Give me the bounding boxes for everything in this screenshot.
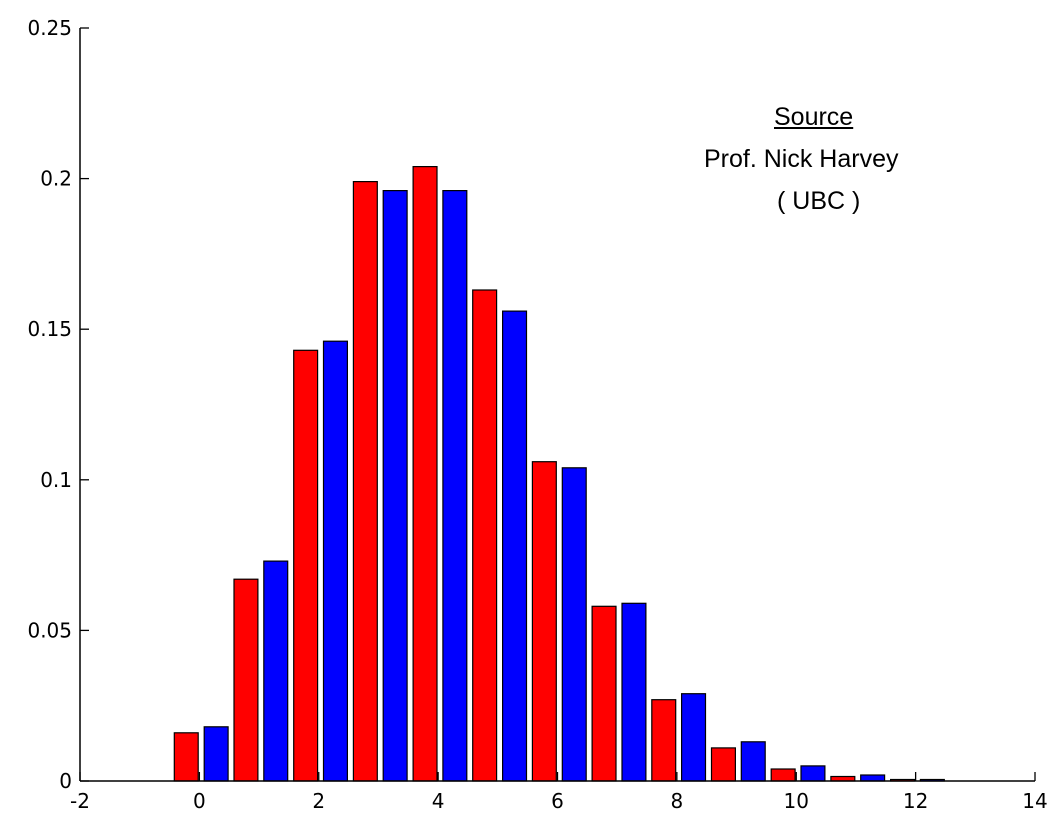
y-tick-label-0.1: 0.1 <box>40 468 72 492</box>
bar-series1-x8 <box>651 699 677 782</box>
x-tick-label-0: 0 <box>193 789 206 813</box>
bar-series2-x3 <box>382 190 408 782</box>
bar-series2-x10 <box>800 765 826 782</box>
bar-series1-x4 <box>412 166 438 782</box>
x-tick-label-14: 14 <box>1022 789 1047 813</box>
x-tick-label-10: 10 <box>784 789 809 813</box>
y-tick-label-0.25: 0.25 <box>27 16 72 40</box>
bar-series2-x6 <box>561 467 587 782</box>
x-tick-label-8: 8 <box>671 789 684 813</box>
bar-series1-x3 <box>352 181 378 782</box>
bar-series1-x7 <box>591 605 617 782</box>
y-tick-label-0: 0 <box>59 769 72 793</box>
bar-series1-x1 <box>233 578 259 782</box>
bar-series1-x0 <box>173 732 199 782</box>
bar-series1-x2 <box>293 349 319 782</box>
y-tick-label-0.2: 0.2 <box>40 167 72 191</box>
bar-series2-x5 <box>502 310 528 782</box>
bar-series2-x1 <box>263 560 289 782</box>
x-tick-label-12: 12 <box>903 789 928 813</box>
bar-series2-x8 <box>680 693 707 782</box>
bar-series2-x7 <box>621 602 647 782</box>
y-tick-label-0.05: 0.05 <box>27 618 72 642</box>
bar-series1-x10 <box>770 768 796 782</box>
bar-series1-x5 <box>472 289 498 782</box>
bar-series1-x9 <box>710 747 736 782</box>
bar-series2-x0 <box>203 726 229 782</box>
x-tick-label-6: 6 <box>551 789 564 813</box>
bars-group <box>173 166 945 782</box>
source-line-name: Prof. Nick Harvey <box>704 145 899 173</box>
bar-series1-x6 <box>531 461 557 782</box>
source-heading: Source <box>774 103 854 131</box>
x-tick-label--2: -2 <box>70 789 90 813</box>
x-tick-label-2: 2 <box>312 789 325 813</box>
x-tick-label-4: 4 <box>432 789 445 813</box>
bar-series2-x9 <box>740 741 766 782</box>
axes-group <box>79 27 1036 782</box>
source-line-affiliation: ( UBC ) <box>777 187 861 215</box>
bar-series2-x4 <box>442 190 468 782</box>
bar-series2-x11 <box>860 774 886 782</box>
y-tick-label-0.15: 0.15 <box>27 317 72 341</box>
bar-series2-x2 <box>322 340 348 782</box>
